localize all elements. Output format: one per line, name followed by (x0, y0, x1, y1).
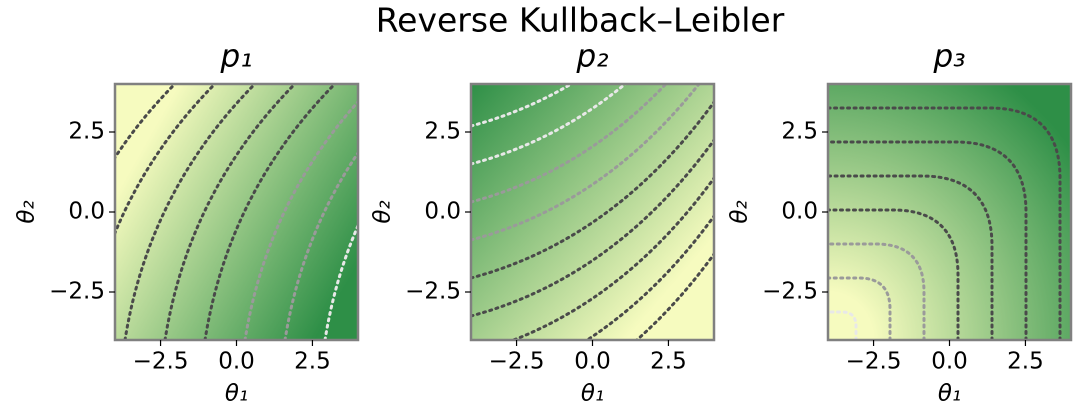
y-tick-label: 0.0 (424, 199, 461, 225)
figure-title: Reverse Kullback–Leibler (376, 1, 785, 40)
contour-line (115, 84, 178, 161)
contour-line (471, 137, 714, 318)
contour-line (323, 222, 358, 340)
contours (828, 106, 1062, 340)
contour-line (471, 84, 701, 242)
contour-line (828, 174, 994, 340)
contour-line (471, 84, 628, 166)
x-axis-label: θ₁ (225, 381, 248, 407)
contour-line (509, 175, 714, 340)
y-axis-label: θ₂ (370, 200, 396, 223)
subplot-title: p₂ (575, 39, 608, 75)
contour-line (115, 84, 218, 237)
x-tick-label: 2.5 (650, 349, 687, 375)
contour-line (828, 242, 926, 340)
x-tick-label: −2.5 (133, 349, 189, 375)
x-tick-label: 0.0 (218, 349, 255, 375)
contour-line (584, 213, 714, 340)
contours (471, 84, 714, 340)
heatmap (115, 84, 358, 340)
contour-line (828, 276, 892, 340)
x-tick-label: −2.5 (846, 349, 902, 375)
x-axis-label: θ₁ (581, 381, 604, 407)
subplot-title: p₃ (932, 39, 965, 75)
x-axis-label: θ₁ (938, 381, 961, 407)
y-tick-label: −2.5 (49, 279, 105, 305)
y-axis-label: θ₂ (727, 200, 753, 223)
contour-line (471, 84, 574, 128)
y-tick-label: 2.5 (424, 119, 461, 145)
y-tick-label: 2.5 (781, 119, 818, 145)
x-tick-label: 0.0 (574, 349, 611, 375)
y-tick-label: 0.0 (68, 199, 105, 225)
contour-line (283, 150, 358, 340)
x-tick-label: 0.0 (931, 349, 968, 375)
contours (115, 84, 358, 340)
y-tick-label: −2.5 (405, 279, 461, 305)
contour-line (828, 310, 858, 340)
heatmap (471, 84, 714, 340)
heatmap (828, 84, 1071, 340)
y-tick-label: 2.5 (68, 119, 105, 145)
contour-line (828, 208, 960, 340)
subplot-title: p₁ (219, 39, 252, 75)
y-axis-label: θ₂ (14, 200, 40, 223)
x-tick-label: 2.5 (1007, 349, 1044, 375)
x-tick-label: 2.5 (294, 349, 331, 375)
contour-line (163, 84, 298, 340)
contour-line (471, 99, 714, 280)
contour-line (828, 106, 1062, 340)
contour-line (828, 140, 1028, 340)
contour-line (203, 84, 338, 340)
x-tick-label: −2.5 (489, 349, 545, 375)
y-tick-label: 0.0 (781, 199, 818, 225)
y-tick-label: −2.5 (762, 279, 818, 305)
contour-line (123, 84, 258, 340)
contour-line (471, 84, 668, 204)
